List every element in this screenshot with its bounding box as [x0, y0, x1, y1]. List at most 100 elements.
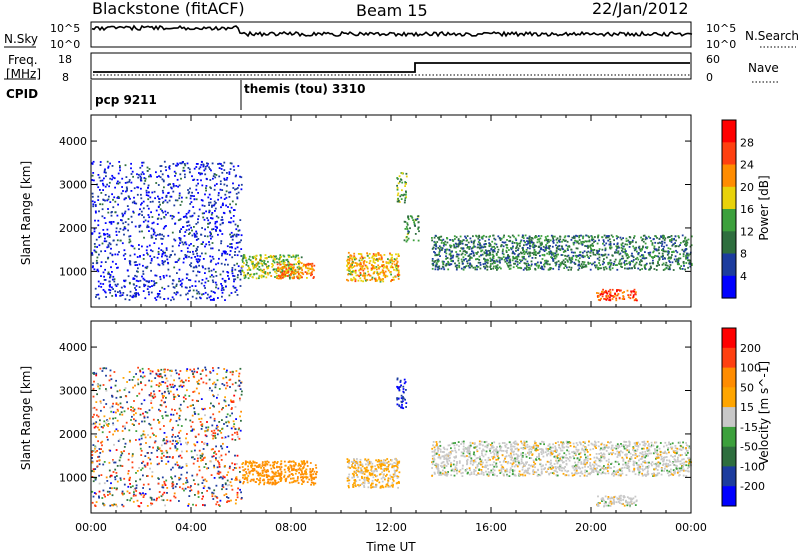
data-point	[248, 258, 250, 261]
data-point	[192, 179, 194, 181]
data-point	[231, 269, 234, 271]
data-point	[106, 490, 109, 493]
data-point	[175, 283, 178, 286]
data-point	[120, 451, 123, 453]
data-point	[361, 256, 364, 259]
data-point	[283, 460, 286, 463]
data-point	[261, 263, 264, 265]
data-point	[124, 258, 126, 260]
data-point	[166, 492, 168, 494]
data-point	[133, 413, 135, 416]
data-point	[234, 286, 237, 289]
data-point	[91, 252, 94, 254]
data-point	[97, 456, 99, 458]
data-point	[376, 258, 378, 261]
data-point	[584, 245, 586, 247]
data-point	[506, 244, 509, 246]
data-point	[603, 244, 606, 247]
data-point	[349, 269, 352, 272]
data-point	[479, 267, 482, 270]
data-point	[255, 462, 258, 464]
data-point	[275, 269, 278, 272]
data-point	[293, 275, 296, 278]
data-point	[145, 442, 147, 444]
data-point	[158, 293, 161, 295]
data-point	[204, 267, 207, 270]
data-point	[92, 172, 95, 174]
data-point	[173, 379, 175, 382]
data-point	[434, 243, 437, 246]
data-point	[348, 269, 350, 271]
data-point	[126, 181, 129, 184]
data-point	[481, 253, 484, 256]
data-point	[228, 173, 231, 175]
data-point	[523, 257, 525, 260]
data-point	[631, 239, 634, 242]
data-point	[210, 474, 213, 476]
data-point	[160, 237, 163, 240]
data-point	[215, 484, 218, 487]
data-point	[277, 266, 280, 269]
data-point	[588, 239, 591, 242]
data-point	[215, 230, 217, 232]
data-point	[116, 419, 119, 422]
data-point	[167, 191, 170, 194]
data-point	[169, 447, 172, 450]
data-point	[625, 250, 627, 252]
data-point	[578, 236, 580, 239]
data-point	[240, 393, 243, 396]
data-point	[143, 278, 146, 281]
data-point	[354, 269, 357, 272]
data-point	[354, 272, 357, 274]
data-point	[301, 272, 303, 274]
data-point	[495, 265, 497, 268]
data-point	[348, 258, 351, 261]
data-point	[665, 244, 668, 247]
data-point	[182, 384, 185, 387]
data-point	[644, 242, 647, 245]
data-point	[657, 262, 659, 265]
data-point	[125, 176, 128, 178]
data-point	[136, 264, 138, 266]
data-point	[151, 406, 154, 409]
data-point	[298, 268, 301, 270]
data-point	[140, 173, 143, 176]
data-point	[575, 234, 577, 237]
data-point	[197, 258, 200, 261]
data-point	[236, 197, 239, 200]
data-point	[300, 262, 303, 265]
data-point	[305, 476, 308, 478]
data-point	[540, 241, 543, 244]
data-point	[165, 196, 168, 198]
data-point	[216, 396, 218, 399]
data-point	[291, 269, 293, 271]
data-point	[396, 188, 399, 191]
data-point	[186, 389, 188, 392]
data-point	[580, 234, 582, 237]
data-point	[364, 279, 367, 282]
data-point	[136, 256, 139, 258]
data-point	[573, 237, 576, 239]
data-point	[389, 271, 391, 274]
data-point	[266, 272, 269, 274]
data-point	[112, 417, 114, 420]
data-point	[176, 448, 179, 450]
data-point	[441, 247, 444, 250]
data-point	[212, 448, 214, 450]
data-point	[151, 475, 154, 478]
data-point	[245, 259, 248, 262]
data-point	[521, 259, 524, 262]
data-point	[281, 272, 284, 274]
data-point	[247, 265, 250, 267]
data-point	[115, 285, 118, 287]
data-point	[176, 162, 179, 165]
data-point	[234, 454, 236, 457]
data-point	[262, 275, 265, 278]
data-point	[227, 435, 230, 438]
data-point	[95, 251, 98, 254]
data-point	[547, 247, 549, 249]
data-point	[564, 261, 567, 264]
data-point	[301, 467, 304, 470]
data-point	[142, 492, 144, 495]
